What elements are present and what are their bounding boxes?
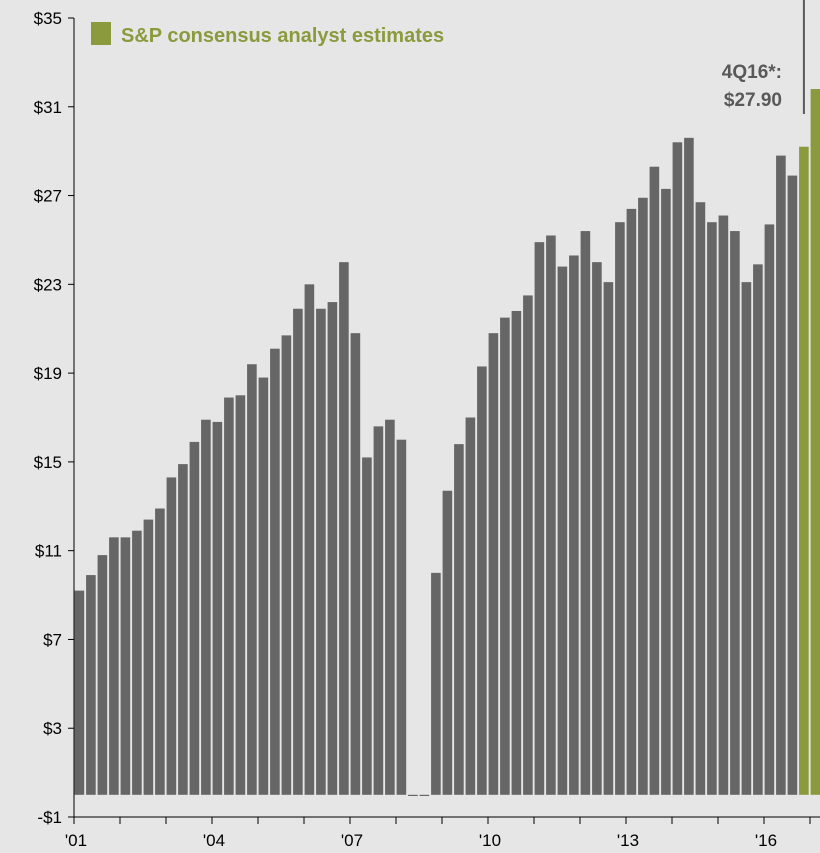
annotation-4q16: 4Q16*: $27.90 bbox=[722, 0, 805, 114]
x-tick-label: '01 bbox=[65, 831, 87, 850]
bar-actual bbox=[523, 295, 533, 795]
bar-actual bbox=[592, 262, 602, 795]
x-tick-label: '07 bbox=[341, 831, 363, 850]
bar-actual bbox=[488, 333, 499, 795]
annotation-line2: $27.90 bbox=[724, 90, 782, 111]
bar-actual bbox=[787, 175, 798, 795]
y-tick-label: $27 bbox=[34, 187, 62, 206]
bar-actual bbox=[649, 166, 660, 795]
bar-actual bbox=[327, 302, 338, 795]
bar-actual bbox=[764, 224, 775, 795]
bar-actual bbox=[258, 377, 269, 795]
bar-actual bbox=[201, 419, 211, 795]
y-tick-label: -$1 bbox=[37, 808, 62, 827]
y-tick-label: $35 bbox=[34, 9, 62, 28]
bar-actual bbox=[684, 137, 694, 795]
bar-actual bbox=[212, 421, 223, 795]
bar-actual bbox=[477, 366, 487, 795]
bar-actual bbox=[500, 317, 510, 795]
bar-actual bbox=[316, 308, 326, 795]
y-tick-label: $11 bbox=[35, 542, 62, 561]
bar-actual bbox=[339, 262, 349, 795]
bar-actual bbox=[465, 417, 476, 795]
bar-actual bbox=[741, 282, 752, 795]
bar-actual bbox=[132, 530, 142, 795]
bar-actual bbox=[580, 231, 591, 795]
bar-actual bbox=[189, 441, 200, 795]
bar-actual bbox=[730, 231, 740, 795]
bar-actual bbox=[603, 282, 614, 795]
bar-actual bbox=[178, 464, 188, 795]
bar-actual bbox=[707, 222, 717, 795]
axis-layer: $35 $31 $27 $23 $19 $15 $11 $7 $3 -$1'01 '04 '07 '10… bbox=[34, 9, 820, 850]
y-tick-label: $31 bbox=[34, 98, 62, 117]
y-tick-label: $7 bbox=[43, 630, 62, 649]
bar-actual bbox=[86, 575, 96, 795]
bar-actual bbox=[293, 308, 303, 795]
legend-swatch bbox=[91, 22, 111, 45]
bar-actual bbox=[224, 397, 234, 795]
bar-actual bbox=[166, 477, 177, 795]
y-tick-label: $23 bbox=[34, 275, 62, 294]
bar-actual bbox=[454, 444, 464, 795]
bar-actual bbox=[155, 508, 165, 795]
x-tick-label: '13 bbox=[617, 831, 639, 850]
bar-actual bbox=[304, 284, 315, 795]
bar-actual bbox=[557, 266, 568, 795]
bar-actual bbox=[281, 335, 292, 795]
bar-actual bbox=[431, 572, 441, 795]
bar-actual bbox=[569, 255, 579, 795]
bar-actual bbox=[109, 537, 119, 795]
bar-actual bbox=[385, 419, 395, 795]
y-tick-label: $19 bbox=[34, 364, 62, 383]
y-tick-label: $15 bbox=[34, 453, 62, 472]
bar-actual bbox=[373, 426, 384, 795]
legend-label: S&P consensus analyst estimates bbox=[121, 25, 444, 47]
bars-layer bbox=[74, 89, 820, 797]
bar-actual bbox=[615, 222, 625, 795]
bar-actual bbox=[396, 439, 407, 795]
bar-actual bbox=[350, 333, 361, 795]
bar-actual bbox=[638, 197, 648, 795]
bar-actual bbox=[718, 215, 729, 795]
bar-actual bbox=[546, 235, 556, 795]
bar-actual bbox=[408, 794, 418, 797]
bar-actual bbox=[661, 188, 671, 795]
y-tick-label: $3 bbox=[43, 719, 62, 738]
bar-actual bbox=[511, 310, 522, 795]
bar-actual bbox=[143, 519, 154, 795]
bar-actual bbox=[753, 264, 763, 795]
bar-estimate bbox=[810, 89, 820, 795]
bar-actual bbox=[270, 348, 280, 795]
x-tick-label: '10 bbox=[479, 831, 501, 850]
bar-actual bbox=[626, 208, 637, 795]
annotation-line1: 4Q16*: bbox=[722, 62, 782, 83]
bar-actual bbox=[362, 457, 372, 795]
bar-actual bbox=[419, 794, 430, 797]
bar-actual bbox=[442, 490, 453, 795]
bar-actual bbox=[120, 537, 131, 795]
bar-actual bbox=[235, 395, 246, 795]
x-tick-label: '16 bbox=[755, 831, 777, 850]
bar-actual bbox=[97, 555, 108, 795]
bar-actual bbox=[776, 155, 786, 795]
bar-actual bbox=[534, 242, 545, 795]
legend: S&P consensus analyst estimates bbox=[91, 22, 444, 47]
bar-actual bbox=[672, 142, 683, 795]
bar-actual bbox=[247, 364, 257, 795]
bar-actual bbox=[695, 202, 706, 795]
bar-actual bbox=[74, 590, 85, 795]
x-tick-label: '04 bbox=[203, 831, 225, 850]
bar-estimate bbox=[799, 146, 809, 795]
